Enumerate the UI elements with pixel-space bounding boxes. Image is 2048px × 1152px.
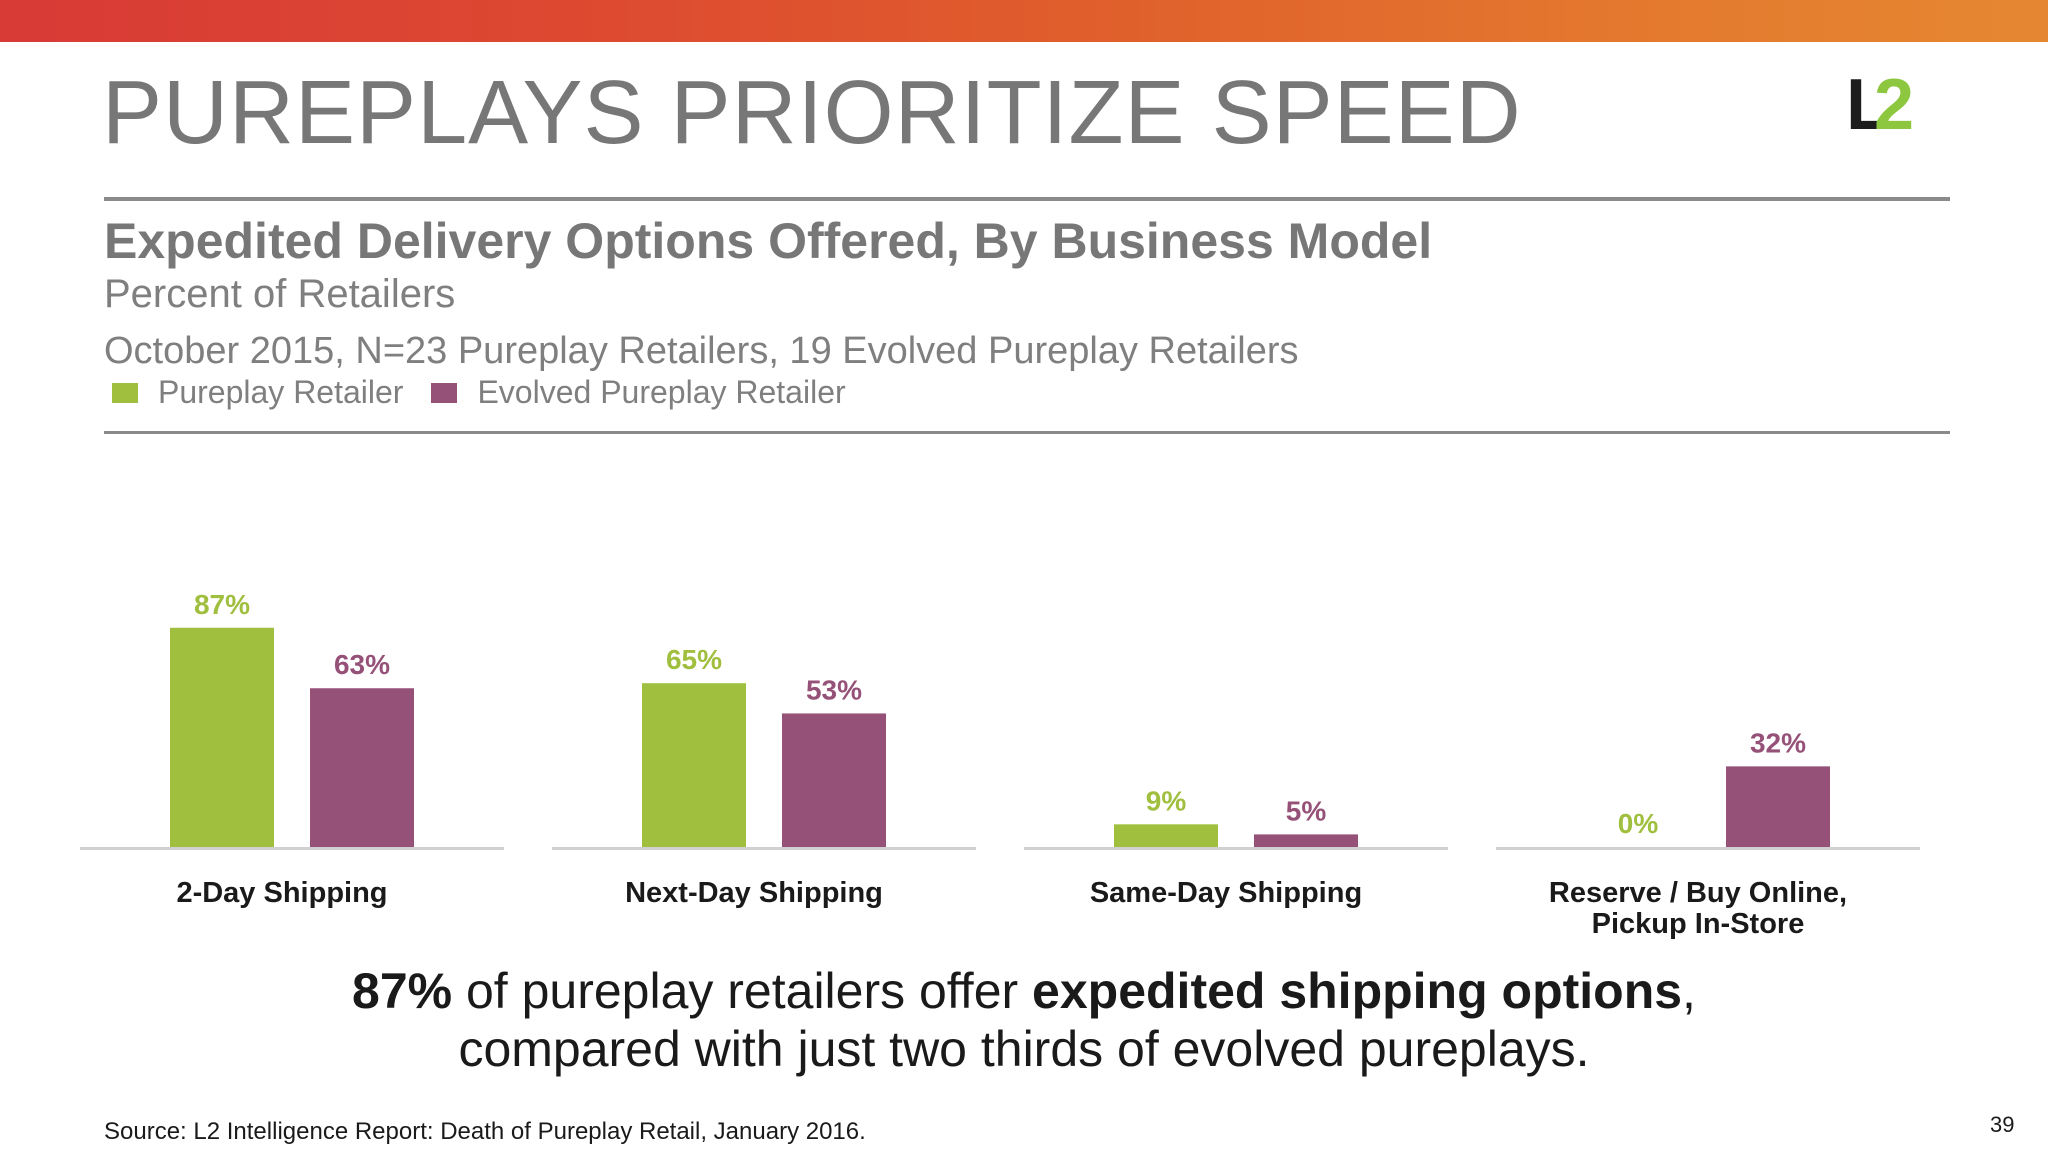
takeaway-punctuation: , <box>1682 963 1696 1019</box>
data-label: 0% <box>1618 808 1659 839</box>
slide-title: PUREPLAYS PRIORITIZE SPEED <box>102 63 1522 163</box>
axis-baseline <box>1024 847 1448 850</box>
axis-baseline <box>1496 847 1920 850</box>
legend-item-pureplay: Pureplay Retailer <box>112 374 403 411</box>
bar-chart: 87% 63% 2-Day Shipping 65% 53% Next-Day Shipp… <box>80 589 1920 940</box>
chart-note: October 2015, N=23 Pureplay Retailers, 1… <box>104 330 1299 372</box>
bar-evolved <box>1726 766 1830 847</box>
legend-label-evolved: Evolved Pureplay Retailer <box>477 374 846 410</box>
category-label: 2-Day Shipping <box>176 877 387 909</box>
takeaway-emphasis: expedited shipping options <box>1032 963 1683 1019</box>
data-label: 53% <box>806 674 862 705</box>
legend-swatch-evolved <box>431 382 458 403</box>
axis-baseline <box>80 847 504 850</box>
header-divider <box>104 197 1950 201</box>
axis-baseline <box>552 847 976 850</box>
chart-title: Expedited Delivery Options Offered, By B… <box>104 213 1433 269</box>
l2-logo: L2 <box>1846 69 1946 141</box>
bar-pureplay <box>642 683 746 847</box>
chart-legend: Pureplay Retailer Evolved Pureplay Retai… <box>112 374 874 411</box>
data-label: 87% <box>194 589 250 620</box>
chart-subtitle: Percent of Retailers <box>104 272 456 316</box>
logo-letter: L <box>1846 65 1890 145</box>
legend-divider <box>104 431 1950 434</box>
legend-label-pureplay: Pureplay Retailer <box>158 374 404 410</box>
takeaway-line-1: 87% of pureplay retailers offer expedite… <box>0 962 2048 1020</box>
data-label: 63% <box>334 649 390 680</box>
category-label: Pickup In-Store <box>1592 908 1805 940</box>
bar-evolved <box>782 713 886 847</box>
page-number: 39 <box>1990 1112 2015 1137</box>
data-label: 32% <box>1750 727 1806 758</box>
top-banner <box>0 0 2048 42</box>
takeaway-stat: 87% <box>352 963 453 1019</box>
bar-evolved <box>310 688 414 847</box>
data-label: 9% <box>1146 785 1187 816</box>
source-note: Source: L2 Intelligence Report: Death of… <box>104 1118 866 1145</box>
data-label: 5% <box>1286 795 1327 826</box>
category-label: Reserve / Buy Online, <box>1549 877 1847 909</box>
takeaway-text: of pureplay retailers offer <box>452 963 1033 1019</box>
bar-pureplay <box>1114 824 1218 847</box>
legend-swatch-pureplay <box>112 382 138 403</box>
category-label: Next-Day Shipping <box>625 877 883 909</box>
data-label: 65% <box>666 644 722 675</box>
category-label: Same-Day Shipping <box>1090 877 1362 909</box>
bar-evolved <box>1254 834 1358 847</box>
logo-number: 2 <box>1873 65 1915 145</box>
key-takeaway: 87% of pureplay retailers offer expedite… <box>0 962 2048 1078</box>
bar-pureplay <box>170 627 274 847</box>
legend-item-evolved: Evolved Pureplay Retailer <box>431 374 846 411</box>
takeaway-line-2: compared with just two thirds of evolved… <box>458 1021 1590 1077</box>
